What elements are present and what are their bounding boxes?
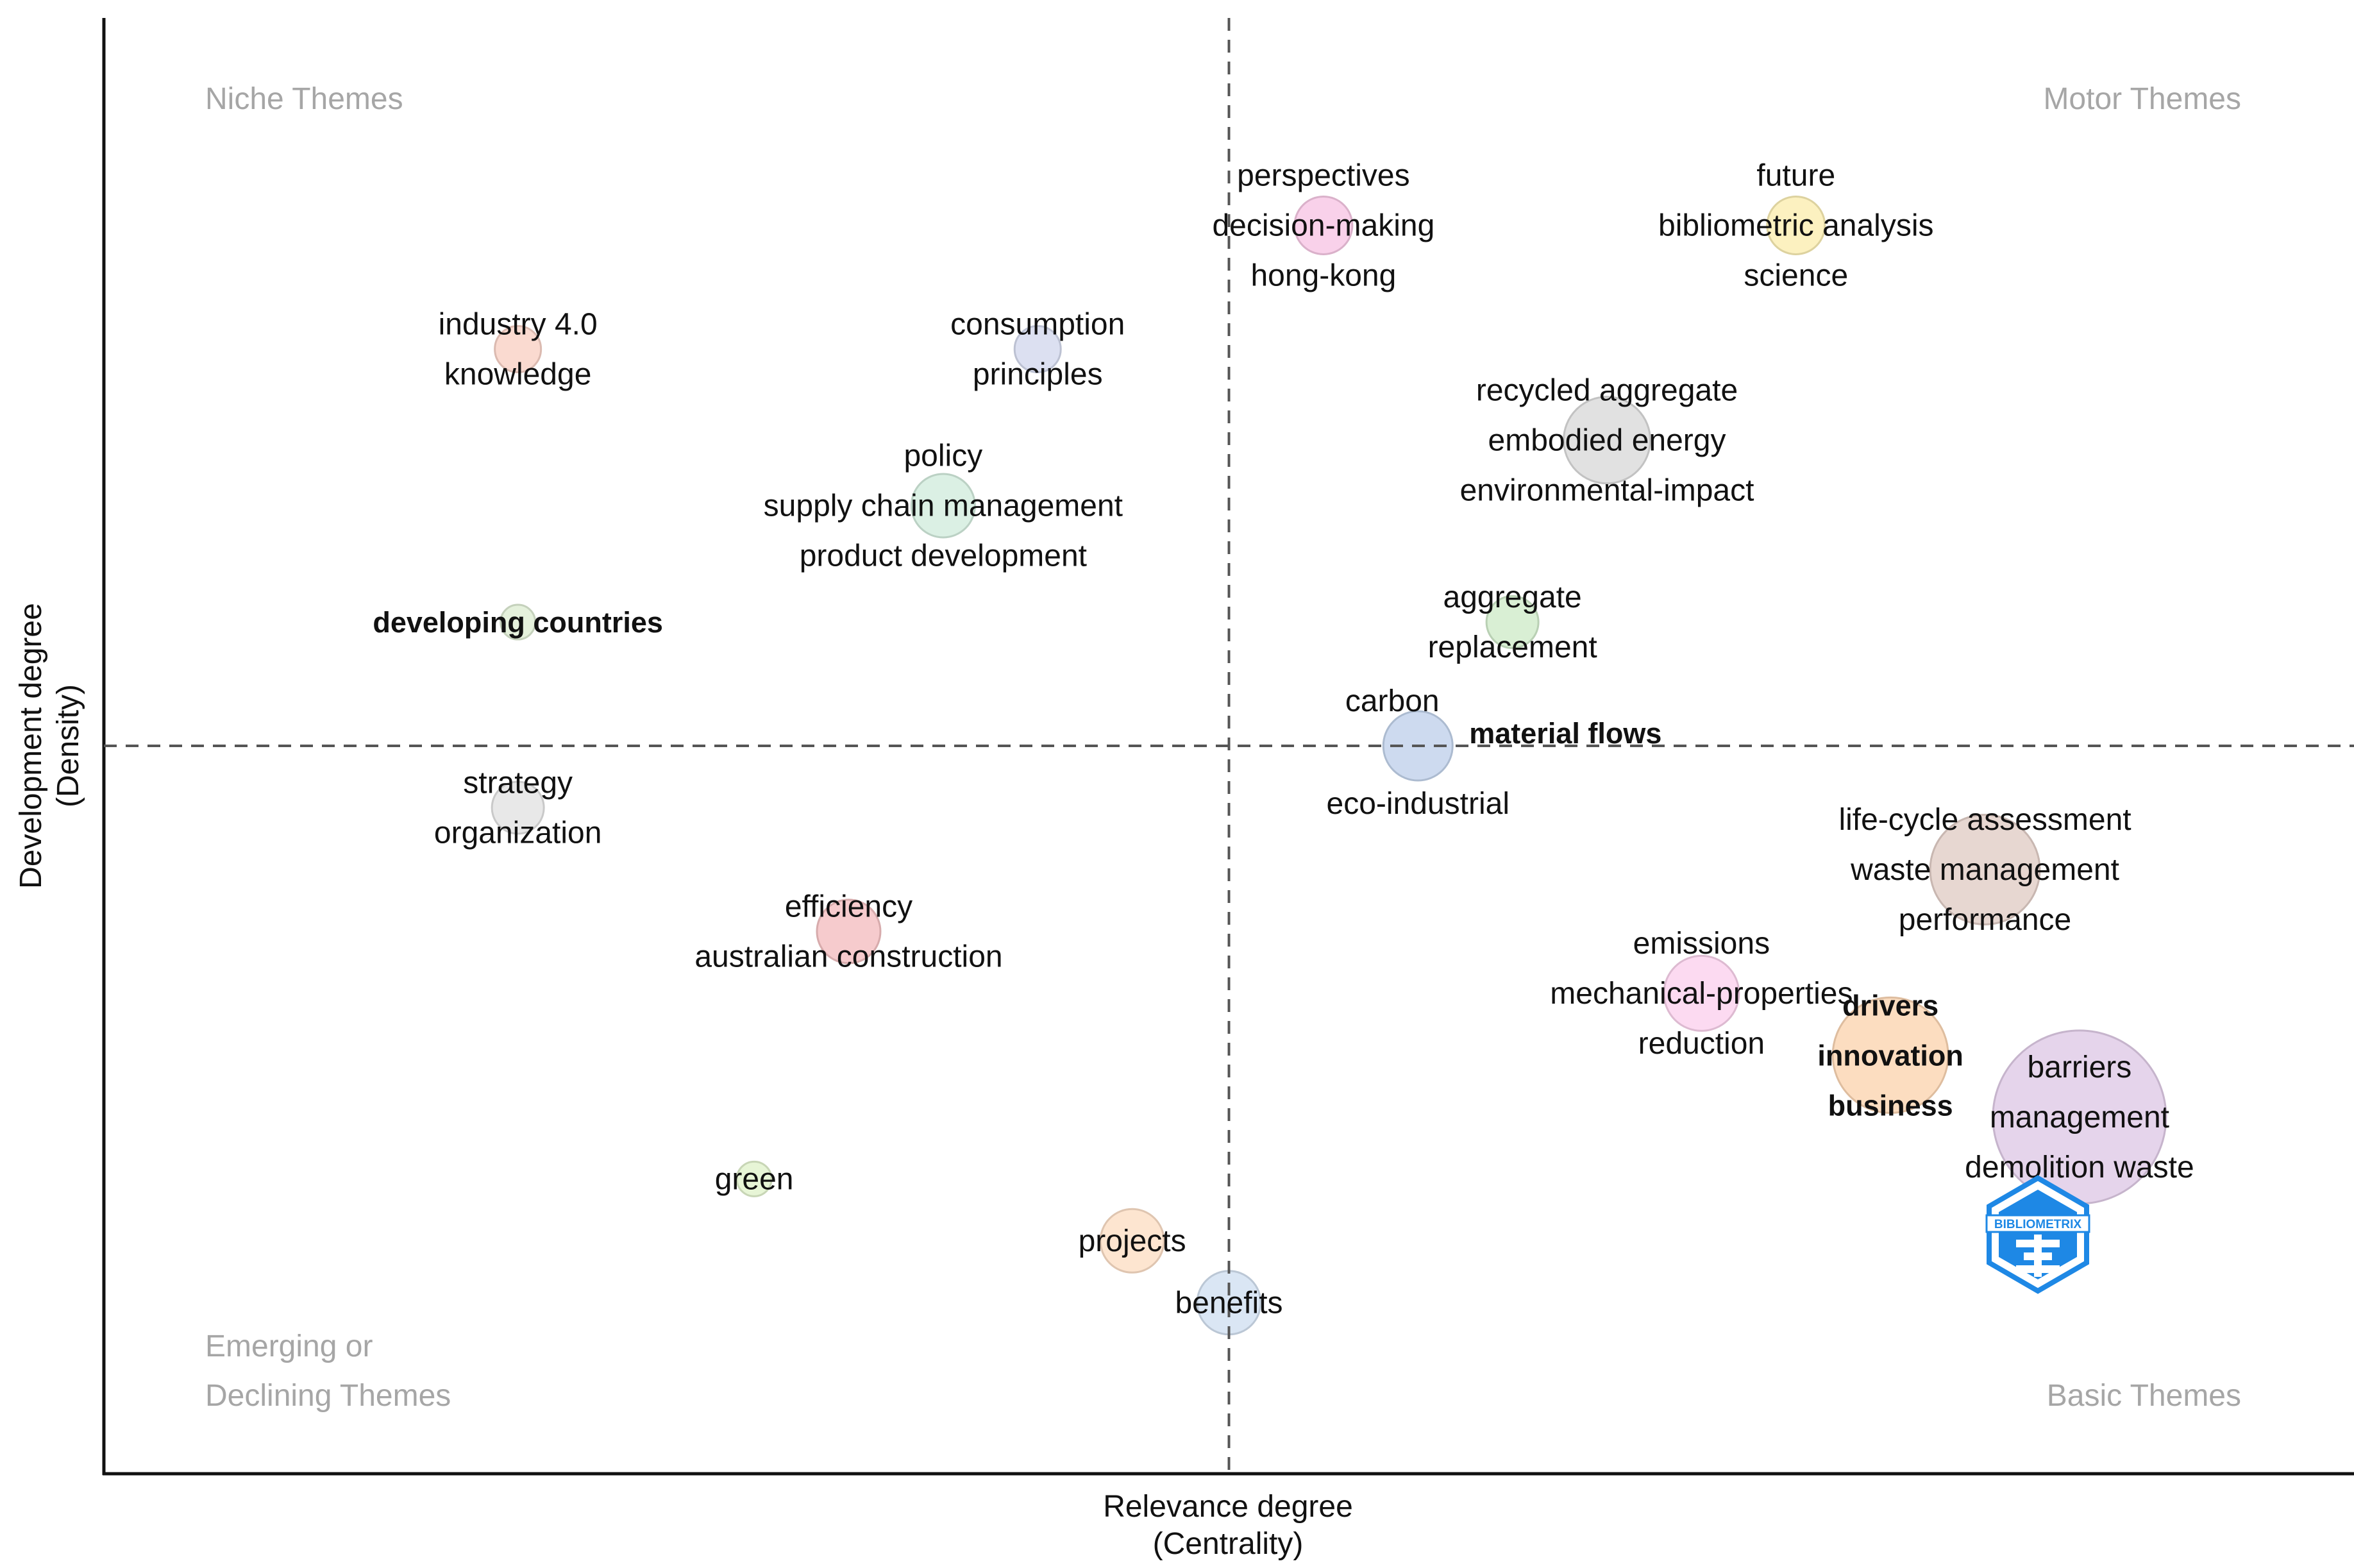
theme-label: embodied energy	[1488, 423, 1726, 457]
theme-label: barriers	[2028, 1050, 2132, 1084]
theme-bubble	[1766, 195, 1826, 255]
bubble-layer	[491, 195, 2167, 1336]
quadrant-label-emerging-line2: Declining Themes	[205, 1379, 451, 1413]
theme-label: reduction	[1638, 1027, 1765, 1061]
theme-label: efficiency	[785, 889, 912, 923]
theme-bubble	[1929, 813, 2041, 925]
theme-label: hong-kong	[1250, 258, 1396, 292]
theme-label: drivers	[1842, 989, 1938, 1022]
theme-label: benefits	[1175, 1286, 1282, 1320]
theme-label: developing countries	[373, 606, 663, 639]
theme-bubble	[816, 898, 882, 965]
logo-text: BIBLIOMETRIX	[1994, 1218, 2081, 1231]
theme-label: bibliometric analysis	[1658, 208, 1934, 242]
quadrant-label-motor: Motor Themes	[2043, 82, 2241, 116]
theme-label: strategy	[463, 766, 573, 800]
theme-label: carbon	[1345, 684, 1440, 718]
theme-label: life-cycle assessment	[1838, 803, 2131, 837]
theme-label: waste management	[1850, 853, 2119, 887]
y-axis-title-line2: (Density)	[51, 684, 85, 807]
theme-label: business	[1828, 1089, 1953, 1122]
x-axis-title-line2: (Centrality)	[1153, 1527, 1304, 1561]
theme-label: product development	[800, 539, 1087, 573]
theme-label: mechanical-properties	[1550, 977, 1853, 1011]
theme-label: industry 4.0	[439, 307, 598, 341]
theme-label: management	[1990, 1100, 2169, 1134]
x-axis-title-line1: Relevance degree	[1103, 1490, 1353, 1524]
logo-stem	[2034, 1235, 2042, 1277]
theme-label: supply chain management	[764, 489, 1123, 523]
theme-label: replacement	[1428, 630, 1597, 664]
theme-label: recycled aggregate	[1476, 373, 1738, 407]
theme-label: material flows	[1469, 717, 1661, 750]
theme-label: perspectives	[1237, 158, 1409, 192]
theme-bubble	[494, 325, 542, 373]
theme-label: eco-industrial	[1327, 787, 1509, 821]
theme-label: future	[1756, 158, 1835, 192]
bibliometrix-logo: BIBLIOMETRIX	[1985, 1175, 2090, 1294]
theme-label: principles	[973, 357, 1103, 391]
theme-label: australian construction	[694, 940, 1002, 974]
label-layer: perspectives decision-making hong-kong futu…	[373, 158, 2194, 1320]
theme-label: aggregate	[1443, 580, 1582, 614]
theme-bubble	[1563, 396, 1652, 485]
theme-bubble	[1831, 996, 1949, 1114]
y-axis-title-line1: Development degree	[14, 603, 48, 889]
theme-label: science	[1744, 258, 1848, 292]
theme-bubble	[1485, 595, 1540, 650]
theme-label: emissions	[1633, 927, 1770, 961]
theme-label: policy	[904, 439, 982, 473]
theme-bubble	[1663, 954, 1740, 1032]
theme-label: consumption	[950, 307, 1125, 341]
theme-bubble	[736, 1160, 773, 1197]
theme-label: environmental-impact	[1460, 473, 1754, 507]
theme-label: green	[715, 1162, 794, 1196]
theme-bubble	[500, 603, 537, 641]
theme-bubble	[491, 780, 545, 835]
logo-banner	[1985, 1214, 2090, 1233]
quadrant-label-basic: Basic Themes	[2047, 1379, 2241, 1413]
theme-label: innovation	[1817, 1039, 1963, 1072]
quadrant-label-niche: Niche Themes	[205, 82, 403, 116]
theme-label: decision-making	[1212, 208, 1434, 242]
theme-bubble	[1013, 325, 1062, 373]
theme-label: organization	[434, 816, 602, 850]
theme-bubble	[1293, 195, 1354, 255]
theme-label: projects	[1079, 1224, 1186, 1258]
theme-label: performance	[1899, 903, 2071, 937]
theme-label: knowledge	[444, 357, 592, 391]
quadrant-label-emerging-line1: Emerging or	[205, 1329, 373, 1363]
theme-bubble	[910, 473, 976, 539]
theme-label: demolition waste	[1965, 1151, 2194, 1184]
theme-bubble	[1099, 1208, 1165, 1274]
